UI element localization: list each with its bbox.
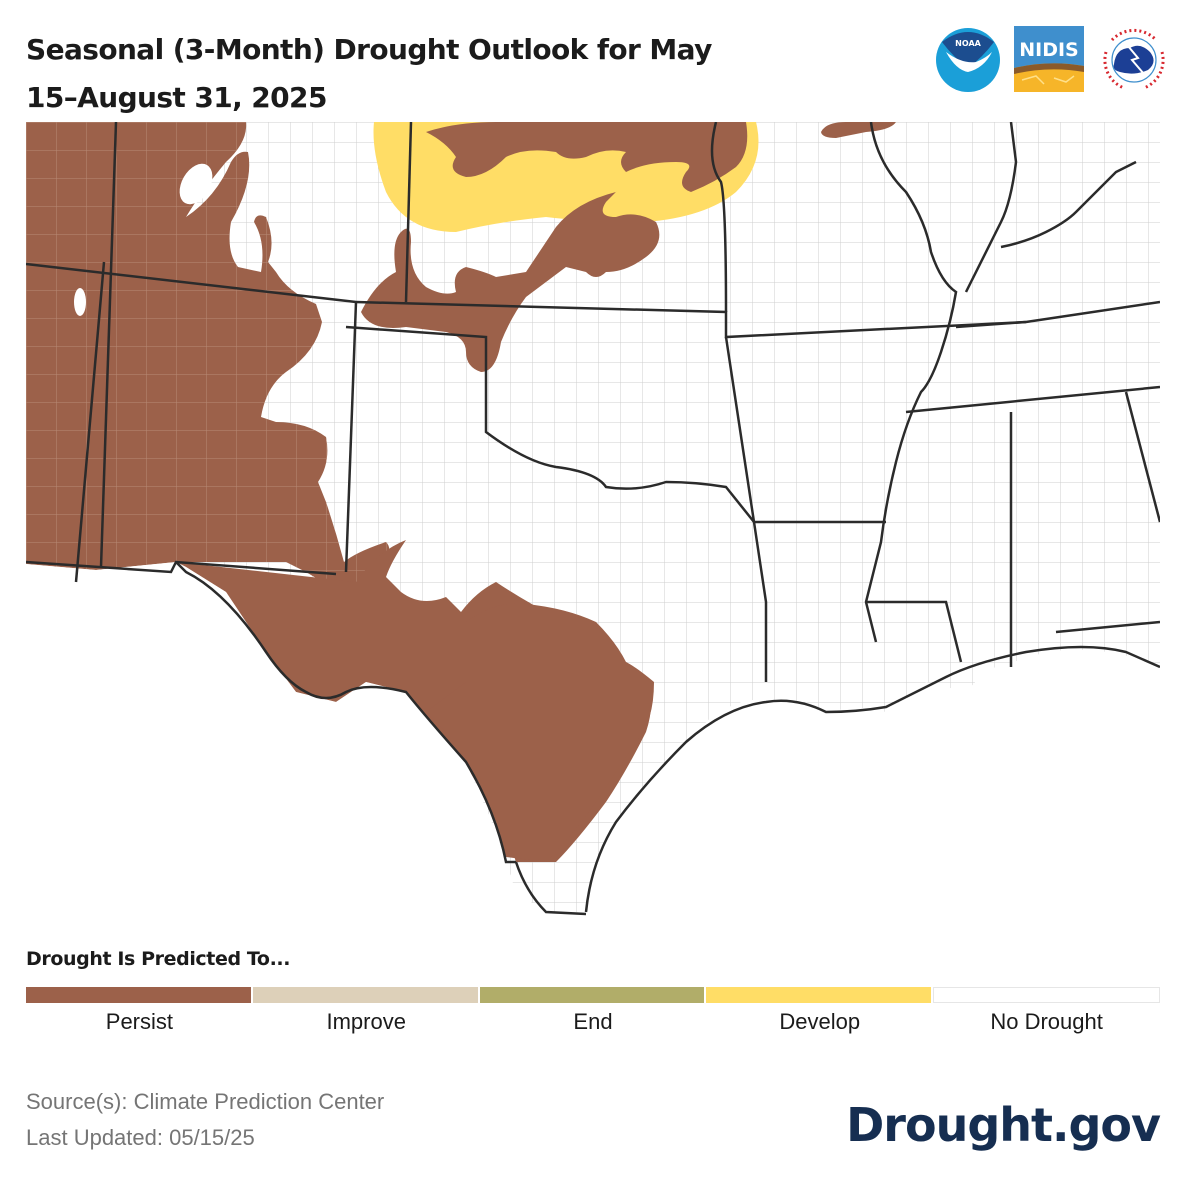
state-borders bbox=[25, 121, 1162, 916]
persist-area-missouri bbox=[821, 122, 896, 138]
legend-item-develop: Develop bbox=[706, 987, 934, 1035]
persist-area-texas-core bbox=[426, 603, 654, 862]
last-updated-text: Last Updated: 05/15/25 bbox=[26, 1125, 255, 1150]
legend-label: Improve bbox=[326, 1009, 406, 1034]
legend-label: End bbox=[573, 1009, 613, 1034]
noaa-logo-icon: NOAA bbox=[936, 28, 1000, 92]
legend-swatch-develop bbox=[706, 987, 934, 1003]
legend-label: Persist bbox=[105, 1009, 174, 1034]
persist-area-kansas bbox=[361, 188, 660, 372]
svg-text:NOAA: NOAA bbox=[955, 39, 981, 48]
source-info: Source(s): Climate Prediction Center Las… bbox=[26, 1084, 384, 1156]
map-title: Seasonal (3-Month) Drought Outlook for M… bbox=[26, 26, 846, 122]
title-line-2: 15–August 31, 2025 bbox=[26, 81, 327, 114]
legend-item-persist: Persist bbox=[26, 987, 253, 1035]
drought-gov-brand[interactable]: Drought.gov bbox=[846, 1098, 1161, 1152]
legend-swatch-end bbox=[479, 987, 707, 1003]
legend-label: Develop bbox=[779, 1009, 861, 1034]
nidis-logo-icon: NIDIS bbox=[1014, 26, 1084, 92]
legend-swatch-improve bbox=[252, 987, 480, 1003]
legend-item-improve: Improve bbox=[252, 987, 480, 1035]
legend-item-end: End bbox=[479, 987, 707, 1035]
lakes bbox=[74, 163, 213, 316]
legend-item-no-drought: No Drought bbox=[933, 987, 1160, 1035]
drought-outlook-map bbox=[25, 121, 1162, 922]
title-line-1: Seasonal (3-Month) Drought Outlook for M… bbox=[26, 33, 712, 66]
legend-label: No Drought bbox=[990, 1009, 1103, 1034]
nws-logo-icon bbox=[1102, 28, 1166, 92]
agency-logos: NOAA NIDIS bbox=[932, 22, 1172, 98]
persist-area-west-grid bbox=[26, 122, 390, 584]
source-text: Source(s): Climate Prediction Center bbox=[26, 1089, 385, 1114]
svg-text:NIDIS: NIDIS bbox=[1019, 39, 1079, 61]
legend: Persist Improve End Develop No Drought bbox=[26, 987, 1160, 1035]
legend-swatch-no-drought bbox=[933, 987, 1160, 1003]
persist-area-kansas-north bbox=[426, 122, 748, 192]
legend-swatch-persist bbox=[26, 987, 253, 1003]
legend-title: Drought Is Predicted To... bbox=[26, 948, 291, 970]
